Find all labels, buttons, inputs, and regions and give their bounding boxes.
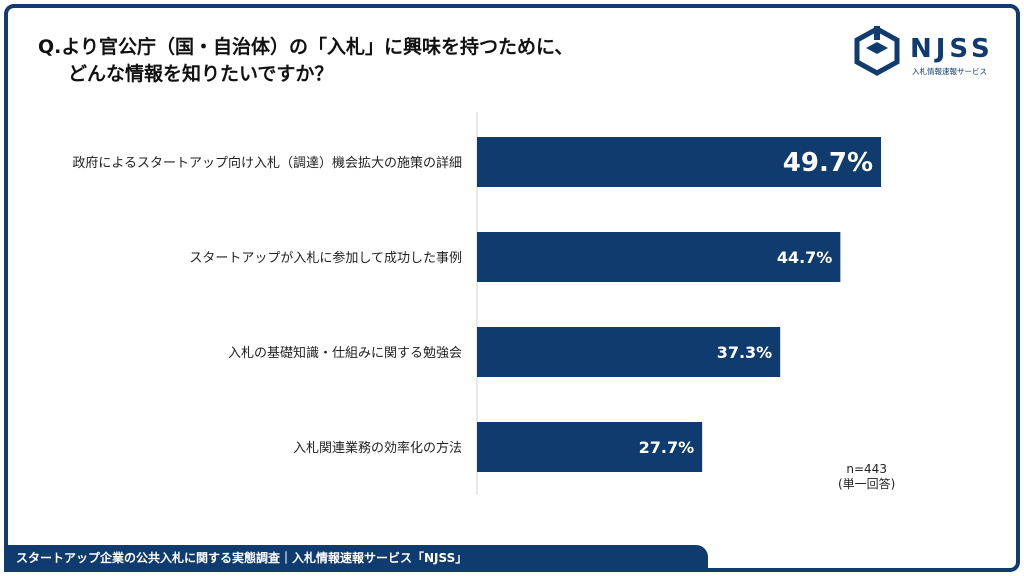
logo-wordmark: NJSS (910, 34, 994, 64)
answer-type: (単一回答) (838, 477, 896, 491)
question-line-2: どんな情報を知りたいですか？ (68, 63, 334, 85)
bar-4 (477, 422, 703, 472)
logo-tagline: 入札情報速報サービス (912, 67, 987, 76)
slide-frame (4, 4, 1020, 572)
value-label-4: 27.7% (639, 438, 695, 457)
category-label-4: 入札関連業務の効率化の方法 (293, 440, 462, 456)
sample-size: n=443 (846, 462, 887, 476)
value-label-3: 37.3% (717, 343, 773, 362)
category-label-3: 入札の基礎知識・仕組みに関する勉強会 (228, 345, 462, 361)
question-line-1: Q.より官公庁（国・自治体）の「入札」に興味を持つために、 (38, 36, 574, 58)
category-label-2: スタートアップが入札に参加して成功した事例 (189, 250, 462, 266)
question-title: Q.より官公庁（国・自治体）の「入札」に興味を持つために、 どんな情報を知りたい… (38, 34, 573, 88)
bar-3 (477, 327, 781, 377)
bar-1 (477, 137, 881, 187)
value-label-1: 49.7% (783, 148, 873, 178)
sample-note: n=443 (単一回答) (838, 462, 895, 492)
bar-2 (477, 232, 841, 282)
cube-logo-icon (854, 26, 900, 76)
value-label-2: 44.7% (777, 248, 833, 267)
njss-logo: NJSS 入札情報速報サービス (854, 26, 994, 82)
category-label-1: 政府によるスタートアップ向け入札（調達）機会拡大の施策の詳細 (72, 155, 462, 171)
footer-banner: スタートアップ企業の公共入札に関する実態調査｜入札情報速報サービス「NJSS」 (4, 545, 708, 572)
